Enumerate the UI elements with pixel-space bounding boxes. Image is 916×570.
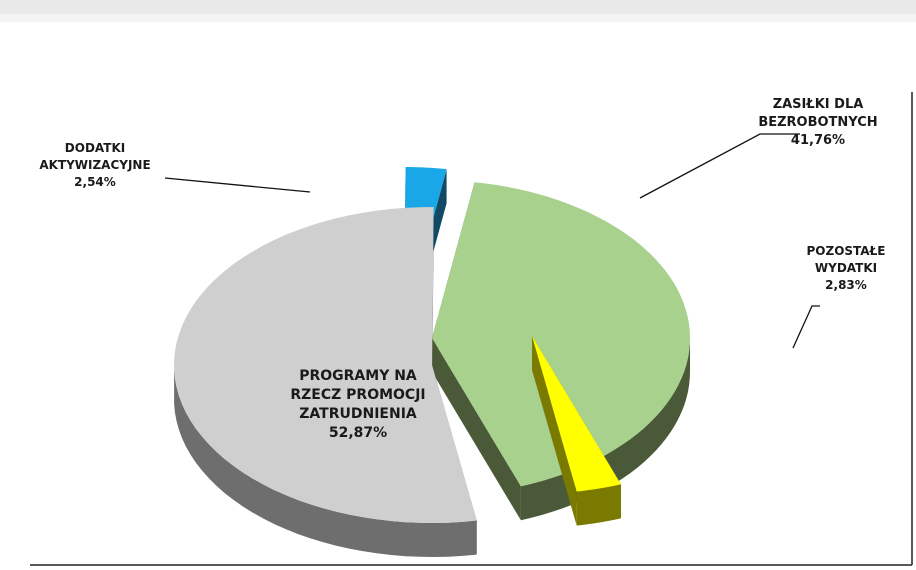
slice-value-label: 52,87% — [329, 425, 387, 441]
slice-name-label: WYDATKI — [815, 261, 877, 275]
leader-line-0 — [639, 133, 800, 199]
pie-slice-cut-wall — [432, 338, 521, 521]
pie-slice-top — [174, 207, 477, 523]
slice-value-label: 2,54% — [74, 175, 116, 189]
slice-value-label: 2,83% — [825, 278, 867, 292]
slice-name-label: RZECZ PROMOCJI — [290, 387, 425, 403]
slice-name-label: AKTYWIZACYJNE — [39, 158, 150, 172]
slice-name-label: BEZROBOTNYCH — [758, 115, 877, 130]
leader-line-3 — [164, 177, 311, 193]
pie-slice-1 — [532, 336, 621, 526]
slice-name-label: POZOSTAŁE — [807, 244, 886, 258]
slice-name-label: DODATKI — [65, 141, 125, 155]
leader-line-1 — [792, 305, 820, 349]
slice-value-label: 41,76% — [791, 133, 845, 148]
frame-top-shadow — [0, 0, 916, 14]
pie-slice-side-wall — [174, 369, 477, 557]
pie-slice-top — [432, 182, 690, 487]
slice-name-label: PROGRAMY NA — [299, 368, 417, 384]
slice-name-label: ZATRUDNIENIA — [299, 406, 417, 422]
pie-slice-cut-wall — [532, 336, 577, 526]
pie-slice-2 — [174, 207, 477, 557]
pie-slice-top — [532, 336, 621, 492]
slice-name-label: ZASIŁKI DLA — [773, 97, 864, 112]
frame-top-shadow-2 — [0, 14, 916, 22]
pie-slice-cut-wall — [432, 207, 434, 399]
